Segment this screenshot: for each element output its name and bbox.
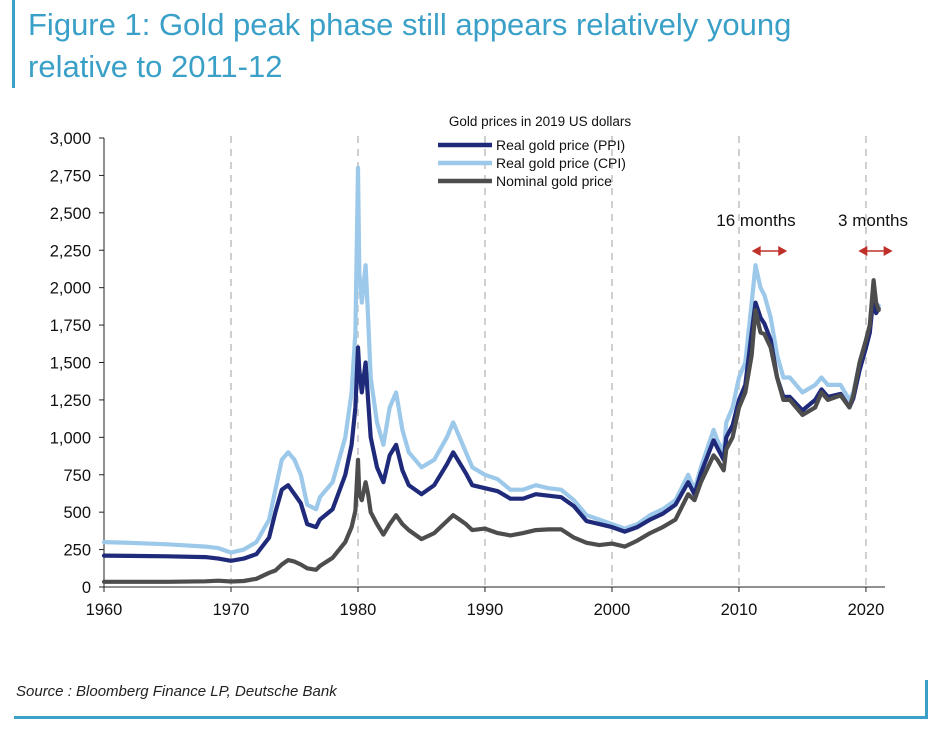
x-tick-label: 2010: [721, 601, 758, 619]
series-line-real-gold-price-cpi: [101, 165, 881, 555]
title-line-2: relative to 2011-12: [28, 49, 283, 84]
grid-layer: [229, 136, 867, 587]
legend-label: Real gold price (CPI): [496, 155, 626, 171]
figure-title: Figure 1: Gold peak phase still appears …: [28, 4, 928, 88]
y-tick-label: 1,250: [50, 392, 91, 410]
source-note: Source : Bloomberg Finance LP, Deutsche …: [16, 683, 337, 700]
title-accent-bar: [12, 0, 15, 88]
axis-layer: 0 250 500 750 1,000 1,250 1,500 1,750 2,000 2,250…: [50, 130, 885, 619]
x-tick-label: 2000: [594, 601, 631, 619]
y-tick-label: 1,750: [50, 317, 91, 335]
bottom-rule: [14, 716, 928, 719]
annotation-layer: 16 months 3 months: [716, 211, 908, 256]
y-tick-label: 0: [82, 579, 91, 597]
y-tick-label: 2,000: [50, 280, 91, 298]
series-layer: [101, 165, 881, 584]
chart-title: Gold prices in 2019 US dollars: [449, 114, 632, 129]
y-tick-label: 2,250: [50, 242, 91, 260]
bottom-rule-corner: [925, 680, 928, 719]
title-line-1: Figure 1: Gold peak phase still appears …: [28, 7, 792, 42]
x-tick-label: 1960: [86, 601, 123, 619]
series-line-nominal-gold-price: [101, 278, 881, 584]
y-tick-label: 2,750: [50, 167, 91, 185]
y-tick-label: 1,000: [50, 429, 91, 447]
arrow-3-months: [858, 246, 893, 256]
y-tick-label: 500: [63, 504, 91, 522]
legend-label: Nominal gold price: [496, 173, 612, 189]
x-tick-label: 1970: [213, 601, 250, 619]
legend-label: Real gold price (PPI): [496, 137, 625, 153]
x-tick-label: 2020: [848, 601, 885, 619]
legend: Gold prices in 2019 US dollars Real gold…: [438, 114, 631, 189]
y-tick-label: 750: [63, 467, 91, 485]
y-tick-label: 250: [63, 542, 91, 560]
y-tick-label: 2,500: [50, 205, 91, 223]
x-tick-label: 1990: [467, 601, 504, 619]
y-tick-label: 3,000: [50, 130, 91, 148]
y-tick-label: 1,500: [50, 355, 91, 373]
annotation-3-months: 3 months: [838, 211, 908, 230]
arrow-16-months: [751, 246, 788, 256]
annotation-16-months: 16 months: [716, 211, 795, 230]
x-tick-label: 1980: [340, 601, 377, 619]
